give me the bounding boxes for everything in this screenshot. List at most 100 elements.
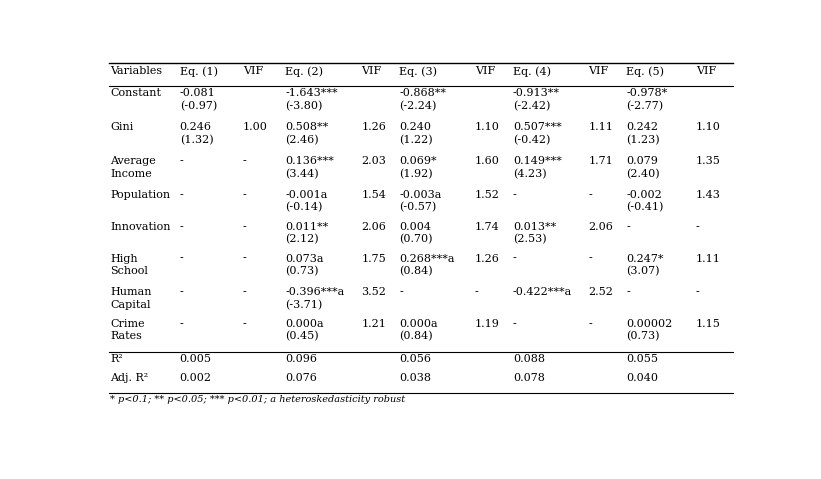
- Text: -0.913**: -0.913**: [513, 88, 560, 98]
- Text: Income: Income: [110, 169, 152, 179]
- Text: Eq. (4): Eq. (4): [513, 66, 551, 77]
- Text: (1.92): (1.92): [399, 169, 433, 179]
- Text: 0.004: 0.004: [399, 222, 431, 232]
- Text: 0.268***a: 0.268***a: [399, 253, 455, 263]
- Text: (1.23): (1.23): [626, 135, 660, 145]
- Text: (1.32): (1.32): [180, 135, 213, 145]
- Text: 1.00: 1.00: [243, 122, 268, 132]
- Text: 1.75: 1.75: [361, 253, 386, 263]
- Text: 0.507***: 0.507***: [513, 122, 562, 132]
- Text: 2.06: 2.06: [361, 222, 386, 232]
- Text: -: -: [243, 319, 246, 329]
- Text: Population: Population: [110, 190, 171, 200]
- Text: -0.978*: -0.978*: [626, 88, 667, 98]
- Text: Eq. (3): Eq. (3): [399, 66, 437, 77]
- Text: * p<0.1; ** p<0.05; *** p<0.01; a heteroskedasticity robust: * p<0.1; ** p<0.05; *** p<0.01; a hetero…: [110, 395, 406, 403]
- Text: 0.149***: 0.149***: [513, 156, 562, 166]
- Text: 3.52: 3.52: [361, 287, 386, 297]
- Text: 0.078: 0.078: [513, 373, 544, 383]
- Text: R²: R²: [110, 354, 123, 364]
- Text: 0.005: 0.005: [180, 354, 212, 364]
- Text: 0.011**: 0.011**: [286, 222, 328, 232]
- Text: -: -: [243, 190, 246, 200]
- Text: 1.60: 1.60: [475, 156, 500, 166]
- Text: 1.54: 1.54: [361, 190, 386, 200]
- Text: Capital: Capital: [110, 299, 151, 309]
- Text: (-2.77): (-2.77): [626, 101, 663, 112]
- Text: 0.000a: 0.000a: [399, 319, 438, 329]
- Text: 0.013**: 0.013**: [513, 222, 556, 232]
- Text: 0.079: 0.079: [626, 156, 658, 166]
- Text: 0.055: 0.055: [626, 354, 658, 364]
- Text: School: School: [110, 266, 148, 276]
- Text: 0.069*: 0.069*: [399, 156, 437, 166]
- Text: (3.07): (3.07): [626, 266, 660, 277]
- Text: -: -: [399, 287, 403, 297]
- Text: (0.84): (0.84): [399, 266, 433, 277]
- Text: (1.22): (1.22): [399, 135, 433, 145]
- Text: (4.23): (4.23): [513, 169, 547, 179]
- Text: (2.46): (2.46): [286, 135, 319, 145]
- Text: 1.10: 1.10: [696, 122, 721, 132]
- Text: 1.10: 1.10: [475, 122, 500, 132]
- Text: Crime: Crime: [110, 319, 144, 329]
- Text: 0.088: 0.088: [513, 354, 545, 364]
- Text: (2.40): (2.40): [626, 169, 660, 179]
- Text: 0.073a: 0.073a: [286, 253, 324, 263]
- Text: Adj. R²: Adj. R²: [110, 373, 149, 383]
- Text: 0.076: 0.076: [286, 373, 318, 383]
- Text: -: -: [513, 190, 516, 200]
- Text: -0.081: -0.081: [180, 88, 215, 98]
- Text: (0.45): (0.45): [286, 331, 319, 342]
- Text: 2.03: 2.03: [361, 156, 386, 166]
- Text: Eq. (1): Eq. (1): [180, 66, 218, 77]
- Text: -: -: [243, 156, 246, 166]
- Text: -: -: [243, 222, 246, 232]
- Text: -: -: [180, 222, 183, 232]
- Text: -: -: [180, 253, 183, 263]
- Text: (0.73): (0.73): [626, 331, 660, 342]
- Text: 0.040: 0.040: [626, 373, 658, 383]
- Text: Human: Human: [110, 287, 152, 297]
- Text: -: -: [696, 287, 699, 297]
- Text: -0.868**: -0.868**: [399, 88, 446, 98]
- Text: -: -: [589, 319, 592, 329]
- Text: (-0.42): (-0.42): [513, 135, 550, 145]
- Text: VIF: VIF: [589, 66, 609, 76]
- Text: 1.21: 1.21: [361, 319, 386, 329]
- Text: -0.396***a: -0.396***a: [286, 287, 345, 297]
- Text: Constant: Constant: [110, 88, 161, 98]
- Text: 2.52: 2.52: [589, 287, 613, 297]
- Text: -: -: [243, 287, 246, 297]
- Text: -: -: [475, 287, 479, 297]
- Text: (0.84): (0.84): [399, 331, 433, 342]
- Text: -: -: [180, 156, 183, 166]
- Text: (3.44): (3.44): [286, 169, 319, 179]
- Text: -0.422***a: -0.422***a: [513, 287, 572, 297]
- Text: 1.71: 1.71: [589, 156, 613, 166]
- Text: 0.002: 0.002: [180, 373, 212, 383]
- Text: -: -: [589, 253, 592, 263]
- Text: 0.242: 0.242: [626, 122, 658, 132]
- Text: (2.12): (2.12): [286, 234, 319, 244]
- Text: -: -: [513, 319, 516, 329]
- Text: Average: Average: [110, 156, 156, 166]
- Text: 1.11: 1.11: [589, 122, 613, 132]
- Text: 0.246: 0.246: [180, 122, 212, 132]
- Text: -: -: [180, 319, 183, 329]
- Text: 1.11: 1.11: [696, 253, 721, 263]
- Text: -0.002: -0.002: [626, 190, 663, 200]
- Text: 0.00002: 0.00002: [626, 319, 672, 329]
- Text: -: -: [696, 222, 699, 232]
- Text: 0.136***: 0.136***: [286, 156, 334, 166]
- Text: 0.240: 0.240: [399, 122, 431, 132]
- Text: 1.43: 1.43: [696, 190, 721, 200]
- Text: -: -: [513, 253, 516, 263]
- Text: 1.35: 1.35: [696, 156, 721, 166]
- Text: 1.26: 1.26: [475, 253, 500, 263]
- Text: 1.52: 1.52: [475, 190, 500, 200]
- Text: -0.003a: -0.003a: [399, 190, 442, 200]
- Text: (2.53): (2.53): [513, 234, 547, 244]
- Text: 0.508**: 0.508**: [286, 122, 328, 132]
- Text: 0.096: 0.096: [286, 354, 318, 364]
